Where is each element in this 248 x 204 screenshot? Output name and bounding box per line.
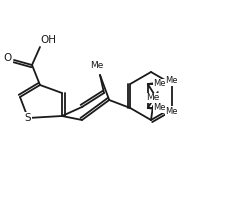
Text: Me: Me	[90, 61, 104, 70]
Text: Me: Me	[165, 76, 178, 85]
Text: Me: Me	[154, 103, 166, 112]
Text: Me: Me	[146, 93, 160, 102]
Text: Me: Me	[154, 80, 166, 89]
Text: Me: Me	[165, 106, 178, 115]
Text: O: O	[4, 53, 12, 63]
Text: OH: OH	[40, 35, 56, 45]
Text: S: S	[25, 113, 31, 123]
